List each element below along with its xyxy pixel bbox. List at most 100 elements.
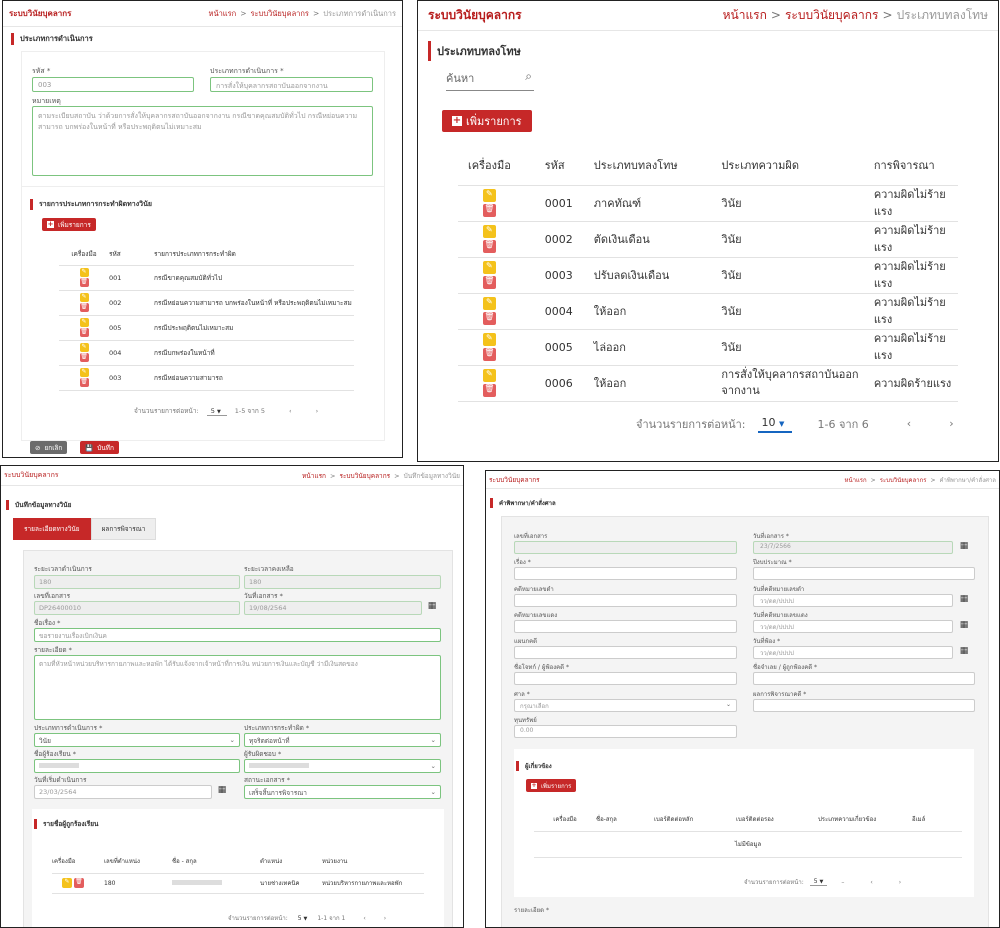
redacted-text: [249, 763, 309, 768]
offtype-select[interactable]: ทุจริตต่อหน้าที่ ⌄: [244, 733, 441, 747]
type-input[interactable]: การสั่งให้บุคลากรสถาบันออกจากงาน: [210, 77, 373, 92]
edit-icon[interactable]: ✎: [482, 333, 496, 346]
calendar-icon[interactable]: ▦: [959, 646, 969, 656]
search-box[interactable]: ค้นหา ⌕: [446, 69, 534, 91]
edit-icon[interactable]: ✎: [79, 318, 89, 327]
trash-icon[interactable]: 🗑: [79, 353, 89, 362]
edit-icon[interactable]: ✎: [79, 268, 89, 277]
plaintiff-input[interactable]: [514, 672, 737, 685]
calendar-icon[interactable]: ▦: [427, 601, 437, 611]
trash-icon[interactable]: 🗑: [482, 312, 496, 325]
brand[interactable]: ระบบวินัยบุคลากร: [4, 471, 59, 479]
prev-page-icon[interactable]: ‹: [289, 407, 292, 415]
per-page-select[interactable]: 10 ▼: [757, 414, 792, 433]
cell-penalty: ปรับลดเงินเดือน: [589, 257, 718, 294]
brand[interactable]: ระบบวินัยบุคลากร: [428, 8, 522, 22]
trash-icon[interactable]: 🗑: [79, 303, 89, 312]
save-button[interactable]: 💾 บันทึก: [80, 441, 119, 454]
court-select[interactable]: กรุณาเลือก ⌄: [514, 699, 737, 712]
next-page-icon[interactable]: ›: [898, 878, 902, 886]
defendant-input[interactable]: [753, 672, 975, 685]
edit-icon[interactable]: ✎: [482, 261, 496, 274]
startdate-input[interactable]: 23/03/2564: [34, 785, 212, 799]
detail-textarea[interactable]: ตามที่หัวหน้าหน่วยบริหารกายภาพและหอพัก ไ…: [34, 655, 441, 720]
add-button[interactable]: + เพิ่มรายการ: [42, 218, 96, 231]
breadcrumb-module[interactable]: ระบบวินัยบุคลากร: [784, 8, 879, 22]
edit-icon[interactable]: ✎: [79, 368, 89, 377]
edit-icon[interactable]: ✎: [482, 297, 496, 310]
edit-icon[interactable]: ✎: [79, 343, 89, 352]
per-page-select[interactable]: 5 ▼: [294, 915, 312, 922]
prev-page-icon[interactable]: ‹: [363, 914, 366, 922]
detail-card: ระยะเวลาดำเนินการ 180 ระยะเวลาคงเหลือ 18…: [23, 550, 453, 927]
pagination: จำนวนรายการต่อหน้า: 5 ▼ 1-5 จาก 5 ‹ ›: [134, 406, 318, 416]
edit-icon[interactable]: ✎: [79, 293, 89, 302]
complainee-table: เครื่องมือ เลขที่ตำแหน่ง ชื่อ - สกุล ตำแ…: [52, 849, 424, 894]
docno-input[interactable]: [514, 541, 737, 554]
add-button[interactable]: + เพิ่มรายการ: [442, 110, 532, 132]
calendar-icon[interactable]: ▦: [959, 620, 969, 630]
duration-input[interactable]: 180: [34, 575, 240, 589]
subject-input[interactable]: ขอรายงานเรื่องเบิกเงินค: [34, 628, 441, 642]
calendar-icon[interactable]: ▦: [959, 541, 969, 551]
next-page-icon[interactable]: ›: [383, 914, 387, 922]
trash-icon[interactable]: 🗑: [482, 348, 496, 361]
complainant-input[interactable]: [34, 759, 240, 773]
tab-detail[interactable]: รายละเอียดทางวินัย: [13, 518, 91, 540]
trash-icon[interactable]: 🗑: [73, 878, 84, 888]
trash-icon[interactable]: 🗑: [79, 278, 89, 287]
code-input[interactable]: 003: [32, 77, 194, 92]
add-button[interactable]: + เพิ่มรายการ: [526, 779, 577, 792]
remaining-input[interactable]: 180: [244, 575, 441, 589]
reddate-input[interactable]: วว/ดด/ปปปป: [753, 620, 953, 633]
breadcrumb-module[interactable]: ระบบวินัยบุคลากร: [250, 8, 309, 18]
next-page-icon[interactable]: ›: [949, 417, 954, 430]
blackcase-input[interactable]: [514, 594, 737, 607]
status-select[interactable]: เสร็จสิ้นการพิจารณา ⌄: [244, 785, 441, 799]
breadcrumb-module[interactable]: ระบบวินัยบุคลากร: [339, 471, 391, 480]
optype-select[interactable]: วินัย ⌄: [34, 733, 240, 747]
subject-input[interactable]: [514, 567, 737, 580]
prev-page-icon[interactable]: ‹: [870, 878, 873, 886]
per-page-select[interactable]: 5 ▼: [206, 407, 227, 416]
trash-icon[interactable]: 🗑: [482, 204, 496, 217]
calendar-icon[interactable]: ▦: [959, 594, 969, 604]
filing-input[interactable]: วว/ดด/ปปปป: [753, 646, 953, 659]
note-textarea[interactable]: ตามระเบียบสถาบัน ว่าด้วยการสั่งให้บุคลาก…: [32, 106, 373, 176]
breadcrumb-home[interactable]: หน้าแรก: [302, 471, 326, 480]
blackdate-input[interactable]: วว/ดด/ปปปป: [753, 594, 953, 607]
breadcrumb-home[interactable]: หน้าแรก: [722, 8, 767, 22]
breadcrumb-home[interactable]: หน้าแรก: [208, 8, 237, 18]
panel-disciplinary-record: ระบบวินัยบุคลากร หน้าแรก > ระบบวินัยบุคลาก…: [0, 465, 464, 928]
breadcrumb-module[interactable]: ระบบวินัยบุคลากร: [879, 476, 927, 484]
edit-icon[interactable]: ✎: [482, 225, 496, 238]
brand[interactable]: ระบบวินัยบุคลากร: [489, 475, 540, 484]
brand[interactable]: ระบบวินัยบุคลากร: [9, 9, 72, 18]
calendar-icon[interactable]: ▦: [217, 785, 227, 795]
docdate-input[interactable]: 19/08/2564: [244, 601, 422, 615]
edit-icon[interactable]: ✎: [482, 369, 496, 382]
redcase-input[interactable]: [514, 620, 737, 633]
trash-icon[interactable]: 🗑: [482, 276, 496, 289]
trash-icon[interactable]: 🗑: [79, 378, 89, 387]
trash-icon[interactable]: 🗑: [482, 240, 496, 253]
per-page-select[interactable]: 5 ▼: [809, 878, 828, 886]
breadcrumb-current: ประเภทการดำเนินการ: [323, 8, 396, 18]
breadcrumb-home[interactable]: หน้าแรก: [844, 476, 867, 484]
budget-input[interactable]: [753, 567, 975, 580]
cancel-button[interactable]: ⊘ ยกเลิก: [30, 441, 68, 454]
next-page-icon[interactable]: ›: [315, 407, 319, 415]
responsible-select[interactable]: ⌄: [244, 759, 441, 773]
result-input[interactable]: [753, 699, 975, 712]
docno-input[interactable]: DP26400010: [34, 601, 240, 615]
tab-result[interactable]: ผลการพิจารณา: [90, 518, 157, 540]
casetype-input[interactable]: [514, 646, 737, 659]
trash-icon[interactable]: 🗑: [482, 384, 496, 397]
prev-page-icon[interactable]: ‹: [906, 417, 912, 430]
edit-icon[interactable]: ✎: [482, 189, 496, 202]
edit-icon[interactable]: ✎: [62, 878, 72, 888]
docdate-input[interactable]: 23/7/2566: [753, 541, 953, 554]
capital-input[interactable]: 0.00: [514, 725, 737, 738]
search-icon[interactable]: ⌕: [525, 69, 532, 83]
trash-icon[interactable]: 🗑: [79, 328, 89, 337]
